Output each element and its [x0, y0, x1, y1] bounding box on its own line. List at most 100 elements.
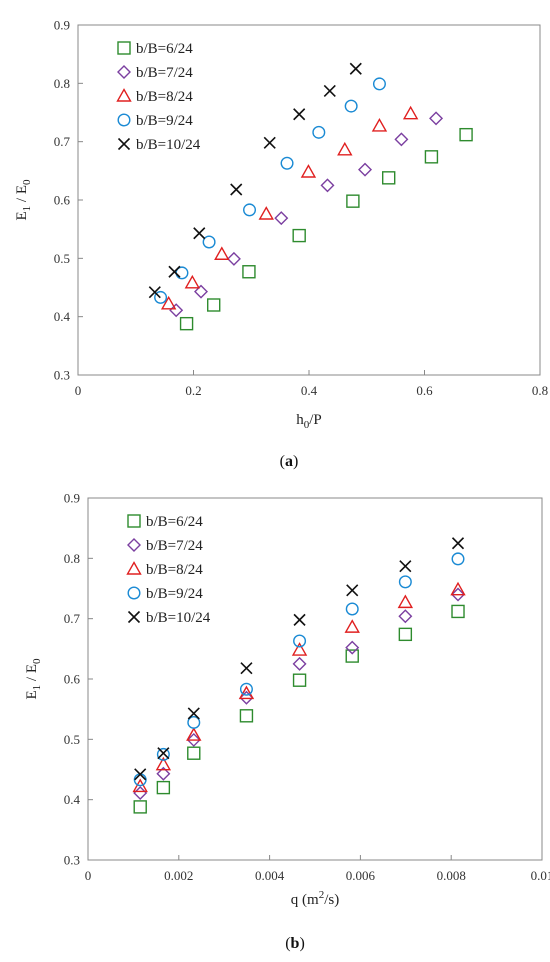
caption-letter: b: [291, 935, 300, 952]
data-point: [186, 732, 201, 747]
data-point: [156, 747, 170, 761]
data-point: [230, 183, 243, 196]
legend: b/B=6/24 b/B=7/24 b/B=8/24 b/B=9/24 b/B=10/2…: [126, 514, 211, 626]
chart-panel-a: 0.30.40.50.60.70.80.90 0.2 0.4 0.6 0.8h0/PE1…: [14, 18, 548, 471]
data-point: [397, 594, 414, 609]
data-point: [337, 141, 353, 156]
data-point: [429, 111, 444, 126]
y-axis-label-sub: 1: [21, 206, 33, 212]
series-2: [169, 111, 444, 318]
data-point: [169, 303, 184, 318]
data-point: [187, 746, 201, 760]
data-point: [193, 227, 206, 240]
x-tick-label: 0.004: [255, 868, 285, 883]
data-point: [398, 627, 413, 642]
legend: b/B=6/24 b/B=7/24 b/B=8/24 b/B=9/24 b/B=10/2…: [116, 41, 201, 153]
chart-panel-b: 0.3 0.4 0.5 0.6 0.7 0.8 0.9 0 0.002 0.004 0.006 0.0…: [24, 491, 550, 953]
data-point: [398, 609, 413, 624]
x-tick-label: 0: [85, 868, 92, 883]
data-point: [154, 290, 168, 304]
data-point: [291, 642, 308, 656]
series-2: [133, 587, 465, 801]
data-point: [258, 206, 274, 220]
legend-marker: [127, 610, 141, 624]
y-tick-label: 0.8: [64, 551, 80, 566]
data-point: [346, 194, 360, 208]
data-point: [133, 786, 148, 801]
data-point: [160, 295, 177, 310]
y-tick-label: 0.9: [54, 18, 70, 33]
data-point: [155, 756, 172, 771]
data-point: [459, 127, 473, 142]
data-point: [238, 685, 255, 700]
legend-label: b/B=9/24: [146, 586, 203, 602]
data-point: [451, 604, 465, 619]
legend-label: b/B=6/24: [136, 41, 193, 57]
data-point: [207, 298, 221, 312]
legend-marker: [117, 113, 131, 127]
data-point: [157, 747, 170, 760]
caption-paren: ): [299, 935, 304, 952]
y-axis-label-mid: / E: [24, 664, 40, 685]
legend-marker: [117, 137, 131, 151]
y-axis-label-main: E: [24, 690, 40, 699]
x-tick-label: 0: [75, 383, 82, 398]
data-point: [345, 602, 359, 616]
x-tick-label: 0.6: [416, 383, 433, 398]
data-point: [349, 62, 362, 75]
data-point: [187, 715, 201, 729]
data-point: [292, 673, 307, 687]
x-axis-label-main: h: [296, 412, 304, 428]
series-4: [154, 77, 386, 304]
data-point: [293, 613, 306, 626]
data-point: [345, 640, 360, 655]
x-tick-label: 0.8: [532, 383, 548, 398]
y-tick-label: 0.5: [54, 251, 70, 266]
data-point: [156, 780, 171, 795]
y-axis-label: E1 / E0: [14, 179, 33, 221]
x-axis-label-sub: 0: [304, 419, 310, 431]
y-tick-label: 0.4: [54, 309, 71, 324]
data-point: [345, 649, 359, 663]
data-point: [312, 125, 326, 139]
data-point: [148, 286, 161, 299]
caption-paren: (: [280, 453, 285, 470]
x-axis-label: q (m2/s): [291, 889, 339, 908]
data-point: [243, 203, 257, 217]
legend-marker: [117, 41, 131, 55]
legend-marker: [116, 88, 132, 102]
y-tick-label: 0.9: [64, 491, 80, 506]
legend-marker: [117, 65, 131, 79]
legend-label: b/B=6/24: [146, 514, 203, 530]
data-point: [344, 619, 360, 633]
y-tick-label: 0.5: [64, 732, 80, 747]
data-point: [239, 682, 253, 696]
series-1: [133, 604, 465, 814]
data-point: [274, 211, 289, 226]
x-tick-label: 0.008: [437, 868, 466, 883]
data-point: [451, 552, 465, 566]
legend-label: b/B=8/24: [136, 89, 193, 105]
data-point: [424, 150, 439, 164]
data-point: [292, 228, 306, 243]
series-1: [179, 127, 473, 331]
data-point: [133, 800, 147, 814]
data-point: [399, 560, 412, 573]
legend-label: b/B=10/24: [146, 610, 211, 626]
data-point: [344, 99, 358, 113]
series-3: [132, 581, 466, 793]
y-axis-label-sub: 0: [31, 658, 43, 664]
y-axis-label-main: E: [14, 211, 30, 220]
y-tick-label: 0.7: [64, 611, 81, 626]
data-point: [214, 246, 230, 260]
data-point: [451, 537, 465, 550]
data-point: [402, 105, 419, 120]
data-point: [239, 709, 254, 723]
y-tick-label: 0.8: [54, 76, 70, 91]
legend-label: b/B=9/24: [136, 113, 193, 129]
data-point: [450, 581, 466, 596]
data-point: [184, 274, 201, 289]
x-tick-label: 0.2: [185, 383, 201, 398]
data-point: [226, 251, 241, 266]
